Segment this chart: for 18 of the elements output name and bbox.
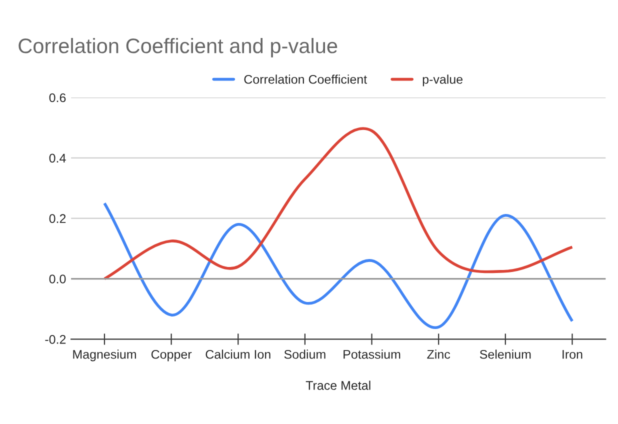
legend-label: Correlation Coefficient xyxy=(244,74,367,84)
x-tick-label: Copper xyxy=(151,350,192,362)
y-tick-label: 0.6 xyxy=(49,93,66,102)
x-tick-label: Calcium Ion xyxy=(206,350,270,359)
x-tick-label: Potassium xyxy=(344,350,400,359)
x-tick-label: Iron xyxy=(562,350,582,359)
x-axis-title: Trace Metal xyxy=(306,380,370,390)
x-tick-label: Selenium xyxy=(480,350,531,359)
line-series xyxy=(103,202,574,329)
legend-label: p-value xyxy=(422,74,463,86)
x-tick-label: Sodium xyxy=(284,350,326,359)
y-tick-label: 0.4 xyxy=(49,154,66,163)
y-tick-label: 0.2 xyxy=(49,214,66,224)
chart-title: Correlation Coefficient and p-value xyxy=(18,38,338,58)
y-tick-label: -0.2 xyxy=(45,335,66,344)
x-tick-label: Zinc xyxy=(427,350,450,359)
y-tick-label: 0.0 xyxy=(49,274,66,284)
x-tick-label: Magnesium xyxy=(73,350,136,362)
